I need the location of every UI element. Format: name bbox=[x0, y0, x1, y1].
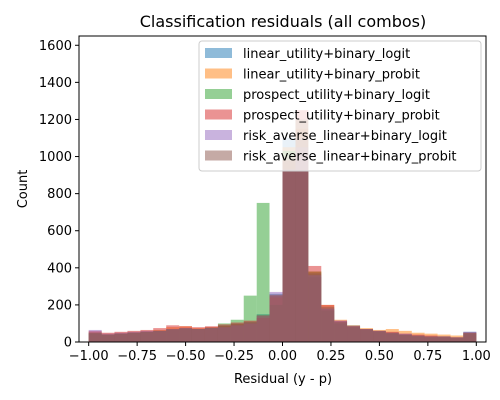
bar bbox=[438, 336, 451, 342]
x-tick-label: −0.25 bbox=[214, 349, 254, 364]
x-tick-label: −0.75 bbox=[117, 349, 157, 364]
legend-swatch bbox=[205, 130, 232, 140]
x-tick-label: −0.50 bbox=[166, 349, 206, 364]
x-tick-label: 0.00 bbox=[268, 349, 297, 364]
bar bbox=[334, 322, 347, 342]
y-axis-label: Count bbox=[16, 170, 31, 209]
bar bbox=[360, 329, 373, 342]
bar bbox=[308, 273, 321, 342]
x-tick-label: −1.00 bbox=[69, 349, 109, 364]
bar bbox=[425, 336, 438, 342]
bar bbox=[205, 328, 218, 342]
bar bbox=[102, 335, 115, 342]
legend-label: risk_averse_linear+binary_probit bbox=[243, 150, 457, 165]
y-tick-label: 1600 bbox=[39, 39, 72, 54]
x-axis: −1.00 −0.75 −0.50 −0.25 0.00 0.25 0.50 0.75 1.00 bbox=[69, 342, 491, 364]
bar bbox=[140, 332, 153, 342]
y-tick-label: 600 bbox=[47, 224, 72, 239]
legend-label: risk_averse_linear+binary_logit bbox=[243, 129, 447, 144]
legend-label: linear_utility+binary_logit bbox=[243, 47, 410, 62]
bar bbox=[166, 329, 179, 342]
bar bbox=[89, 333, 102, 342]
bar bbox=[257, 315, 270, 342]
bar bbox=[218, 326, 231, 342]
y-tick-label: 1200 bbox=[39, 113, 72, 128]
bar bbox=[192, 329, 205, 342]
y-tick-label: 800 bbox=[47, 187, 72, 202]
y-tick-label: 200 bbox=[47, 298, 72, 313]
bar bbox=[399, 335, 412, 342]
bar bbox=[412, 336, 425, 342]
x-tick-label: 0.75 bbox=[413, 349, 442, 364]
bar bbox=[451, 337, 464, 342]
legend-swatch bbox=[205, 89, 232, 99]
bar bbox=[114, 334, 127, 342]
y-tick-label: 400 bbox=[47, 261, 72, 276]
bar bbox=[127, 333, 140, 342]
bar bbox=[463, 333, 476, 342]
legend-label: linear_utility+binary_probit bbox=[243, 68, 420, 83]
legend-label: prospect_utility+binary_logit bbox=[243, 88, 430, 103]
x-tick-label: 0.25 bbox=[316, 349, 345, 364]
legend-label: prospect_utility+binary_probit bbox=[243, 109, 440, 124]
legend: linear_utility+binary_logit linear_utilit… bbox=[199, 41, 481, 171]
bar bbox=[231, 324, 244, 342]
legend-swatch bbox=[205, 151, 232, 161]
legend-swatch bbox=[205, 69, 232, 79]
bar bbox=[373, 331, 386, 342]
bar bbox=[179, 328, 192, 342]
bar bbox=[244, 323, 257, 342]
bar bbox=[321, 307, 334, 342]
chart-title: Classification residuals (all combos) bbox=[140, 12, 427, 31]
bar bbox=[153, 331, 166, 342]
bar bbox=[283, 157, 296, 342]
y-tick-label: 0 bbox=[64, 336, 72, 351]
bar bbox=[386, 333, 399, 342]
y-tick-label: 1400 bbox=[39, 76, 72, 91]
legend-swatch bbox=[205, 48, 232, 58]
x-axis-label: Residual (y - p) bbox=[234, 372, 332, 387]
y-axis: 0 200 400 600 800 1000 1200 1400 1600 bbox=[39, 39, 79, 351]
bar bbox=[270, 295, 283, 342]
legend-swatch bbox=[205, 110, 232, 120]
y-tick-label: 1000 bbox=[39, 150, 72, 165]
x-tick-label: 0.50 bbox=[365, 349, 394, 364]
x-tick-label: 1.00 bbox=[462, 349, 491, 364]
bar bbox=[347, 326, 360, 342]
